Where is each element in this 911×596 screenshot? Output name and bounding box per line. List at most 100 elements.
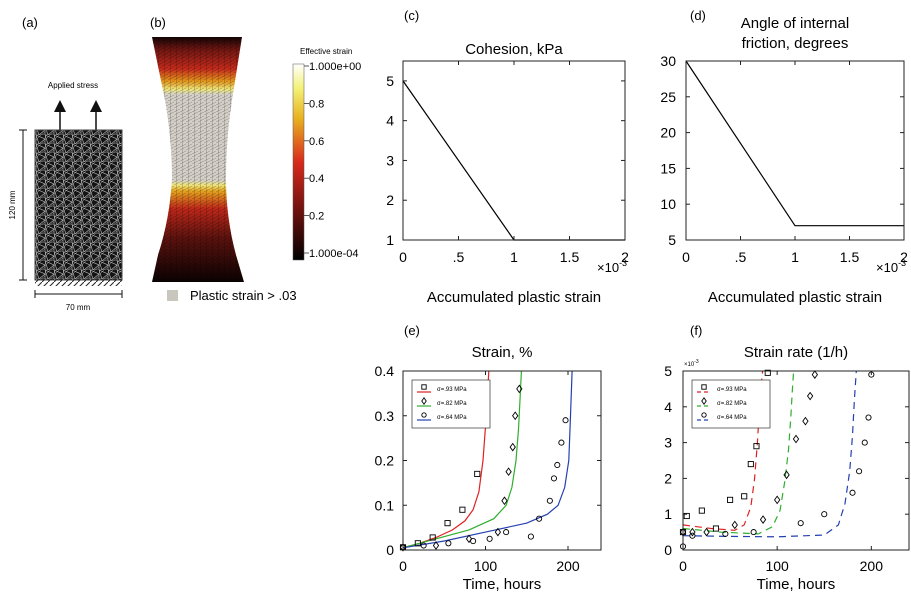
x-tick-label: 1.5 (840, 249, 860, 265)
circle-marker (821, 511, 828, 518)
diamond-marker (731, 520, 738, 530)
circle-marker (797, 520, 804, 527)
diamond-marker (774, 495, 781, 505)
panel-b-tag: (b) (150, 15, 166, 30)
square-marker (429, 534, 436, 541)
circle-marker (554, 461, 561, 469)
diamond-marker (516, 384, 523, 394)
series-line-1 (403, 370, 490, 549)
x-tick-label: .5 (735, 249, 747, 265)
y-tick-label: 0.3 (375, 408, 395, 424)
y-tick-label: 10 (660, 196, 676, 212)
y-tick-label: 3 (386, 152, 394, 168)
x-tick-label: 0 (399, 558, 407, 574)
legend-label: σ=.64 MPa (437, 415, 467, 421)
square-marker (764, 369, 771, 376)
circle-marker (849, 489, 856, 496)
chart-title: friction, degrees (742, 35, 849, 52)
y-tick-label: 0 (664, 542, 672, 558)
diamond-marker (806, 391, 814, 401)
series-line-1 (403, 80, 625, 241)
y-tick-label: 30 (660, 53, 676, 69)
x-tick-label: 0 (679, 558, 687, 574)
legend-label: σ=.64 MPa (717, 415, 747, 421)
square-marker (414, 540, 421, 547)
legend-label: σ=.82 MPa (437, 401, 467, 407)
x-tick-label: 100 (765, 558, 789, 574)
legend: σ=.93 MPa σ=.82 MPa σ=.64 MPa (691, 379, 771, 429)
y-tick-label: 2 (664, 470, 672, 486)
square-marker (421, 384, 427, 390)
y-exponent-power: -3 (694, 359, 699, 365)
circle-marker (722, 530, 729, 537)
square-marker (753, 443, 760, 450)
square-marker (741, 493, 748, 500)
plastic-strain-legend: Plastic strain > .03 (190, 288, 297, 303)
x-tick-label: .5 (453, 249, 465, 265)
colorbar-ticks: 1.000e+00 0.8 0.6 0.4 0.2 1.000e-04 (304, 61, 361, 260)
circle-marker (861, 439, 868, 446)
square-marker (444, 520, 451, 527)
x-axis-label: Accumulated plastic strain (708, 289, 882, 306)
applied-stress-label: Applied stress (48, 81, 98, 90)
legend-label: σ=.82 MPa (717, 401, 747, 407)
y-tick-label: 0.4 (375, 363, 395, 379)
plot-frame (682, 370, 910, 551)
height-label: 120 mm (8, 190, 17, 219)
square-marker (683, 512, 690, 520)
x-exponent-power: -3 (898, 258, 906, 268)
x-tick-label: 100 (474, 558, 498, 574)
plot-frame (685, 60, 905, 241)
plastic-strain-swatch (167, 290, 178, 301)
circle-marker (503, 529, 510, 536)
square-marker (747, 461, 754, 468)
y-tick-label: 5 (668, 232, 676, 248)
series-line-2 (683, 370, 795, 535)
panel-a-tag: (a) (22, 15, 38, 30)
square-marker (712, 525, 720, 532)
diamond-marker (792, 434, 800, 444)
circle-marker (421, 412, 427, 418)
y-tick-label: 4 (386, 113, 394, 129)
series-line-3 (683, 370, 857, 538)
width-label: 70 mm (66, 303, 91, 312)
circle-marker (470, 538, 477, 545)
x-tick-label: 200 (860, 558, 884, 574)
circle-marker (558, 439, 565, 446)
diamond-marker (465, 534, 473, 544)
diamond-marker (501, 496, 508, 506)
circle-marker (527, 533, 534, 540)
circle-marker (546, 497, 553, 504)
colorbar-tick-label: 1.000e-04 (309, 248, 359, 260)
square-marker (701, 384, 707, 390)
series-line-1 (683, 370, 764, 531)
x-axis-label: Accumulated plastic strain (427, 289, 601, 306)
x-axis-label: Time, hours (463, 576, 542, 593)
colorbar-tick-label: 0.6 (309, 136, 324, 148)
x-tick-label: 1 (791, 249, 799, 265)
x-tick-label: 2 (621, 249, 629, 265)
circle-marker (445, 540, 452, 547)
y-tick-label: 25 (660, 89, 676, 105)
y-tick-label: 5 (664, 363, 672, 379)
chart-c: (c) Cohesion, kPa 0 .5 1 1.5 2 1 2 3 4 5 ×10-3 Accumu… (386, 8, 629, 306)
y-tick-label: 15 (660, 160, 676, 176)
circle-marker (865, 414, 872, 421)
diamond-marker (783, 470, 790, 480)
square-marker (474, 470, 481, 477)
x-exponent-power: -3 (619, 258, 627, 268)
y-tick-label: 0.1 (375, 497, 395, 513)
square-marker (727, 496, 734, 503)
diamond-marker (494, 527, 502, 537)
diamond-marker (512, 411, 519, 421)
diamond-marker (509, 442, 516, 452)
diamond-marker (399, 542, 407, 552)
chart-d: (d) Angle of internal friction, degrees 0 .5… (660, 8, 908, 306)
y-tick-label: 1 (664, 506, 672, 522)
colorbar-tick-label: 0.8 (309, 98, 324, 110)
chart-title: Cohesion, kPa (465, 41, 563, 58)
x-exponent: ×10-3 (876, 258, 906, 275)
series-line-3 (403, 370, 573, 549)
diamond-marker (689, 527, 696, 537)
